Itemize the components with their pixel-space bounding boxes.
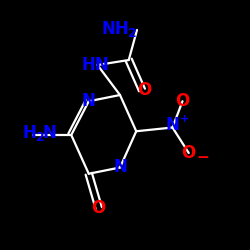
Text: N: N [42, 124, 56, 142]
Text: +: + [180, 114, 189, 124]
Text: 2: 2 [36, 131, 44, 144]
Text: 2: 2 [128, 27, 136, 40]
Text: O: O [92, 199, 106, 217]
Text: N: N [166, 116, 179, 134]
Text: O: O [138, 81, 151, 99]
Text: NH: NH [101, 20, 129, 38]
Text: HN: HN [82, 56, 110, 74]
Text: N: N [113, 158, 127, 176]
Text: O: O [176, 92, 190, 110]
Text: H: H [22, 124, 36, 142]
Text: N: N [82, 92, 96, 110]
Text: O: O [182, 144, 196, 162]
Text: −: − [196, 150, 209, 165]
